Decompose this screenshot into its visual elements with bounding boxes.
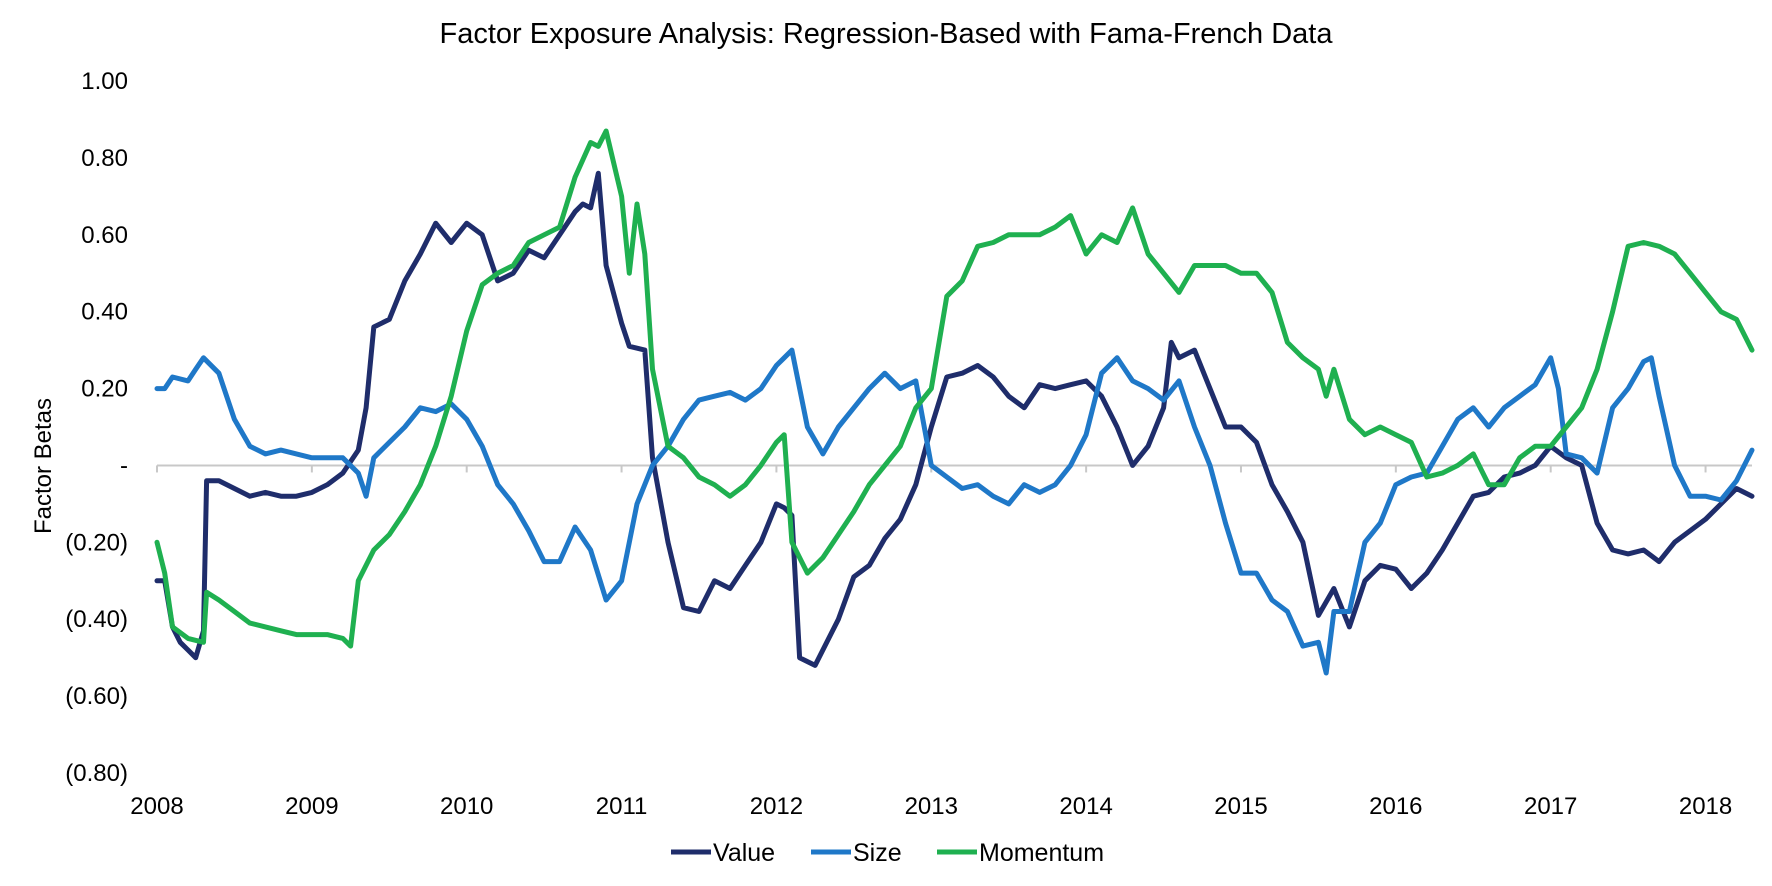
x-tick-label: 2017	[1524, 793, 1577, 820]
y-tick-label: (0.80)	[65, 760, 128, 787]
x-tick-label: 2014	[1059, 793, 1112, 820]
series-lines	[154, 128, 1755, 676]
legend-label-value: Value	[713, 839, 775, 867]
x-tick-label: 2011	[596, 793, 648, 820]
chart-title: Factor Exposure Analysis: Regression-Bas…	[440, 18, 1334, 50]
legend: Value Size Momentum	[671, 839, 1104, 867]
y-tick-label: 0.40	[81, 299, 128, 326]
y-tick-label: 0.80	[81, 145, 128, 172]
y-tick-label: -	[120, 452, 128, 479]
y-tick-label: 1.00	[81, 68, 128, 95]
y-tick-label: (0.20)	[65, 529, 128, 556]
y-tick-label: (0.40)	[65, 606, 128, 633]
legend-label-momentum: Momentum	[979, 839, 1104, 867]
y-tick-label: (0.60)	[65, 683, 128, 710]
x-tick-label: 2015	[1214, 793, 1267, 820]
series-line-momentum	[154, 128, 1755, 649]
y-axis-tick-labels: 1.00 0.80 0.60 0.40 0.20 - (0.20) (0.40) (0.60) (…	[65, 68, 128, 787]
x-tick-label: 2016	[1369, 793, 1422, 820]
series-line-size	[154, 347, 1755, 676]
x-tick-label: 2013	[905, 793, 958, 820]
y-tick-label: 0.60	[81, 222, 128, 249]
series-line-value	[154, 170, 1755, 668]
x-tick-label: 2010	[440, 793, 493, 820]
x-tick-label: 2018	[1679, 793, 1732, 820]
legend-label-size: Size	[853, 839, 902, 867]
y-tick-label: 0.20	[81, 376, 128, 403]
x-axis	[156, 464, 1752, 473]
x-tick-label: 2012	[750, 793, 803, 820]
x-tick-label: 2008	[130, 793, 183, 820]
x-tick-label: 2009	[285, 793, 338, 820]
x-axis-tick-labels: 2008 2009 2010 2011 2012 2013 2014 2015 2016 2017…	[130, 793, 1732, 820]
y-axis-title: Factor Betas	[30, 398, 57, 534]
